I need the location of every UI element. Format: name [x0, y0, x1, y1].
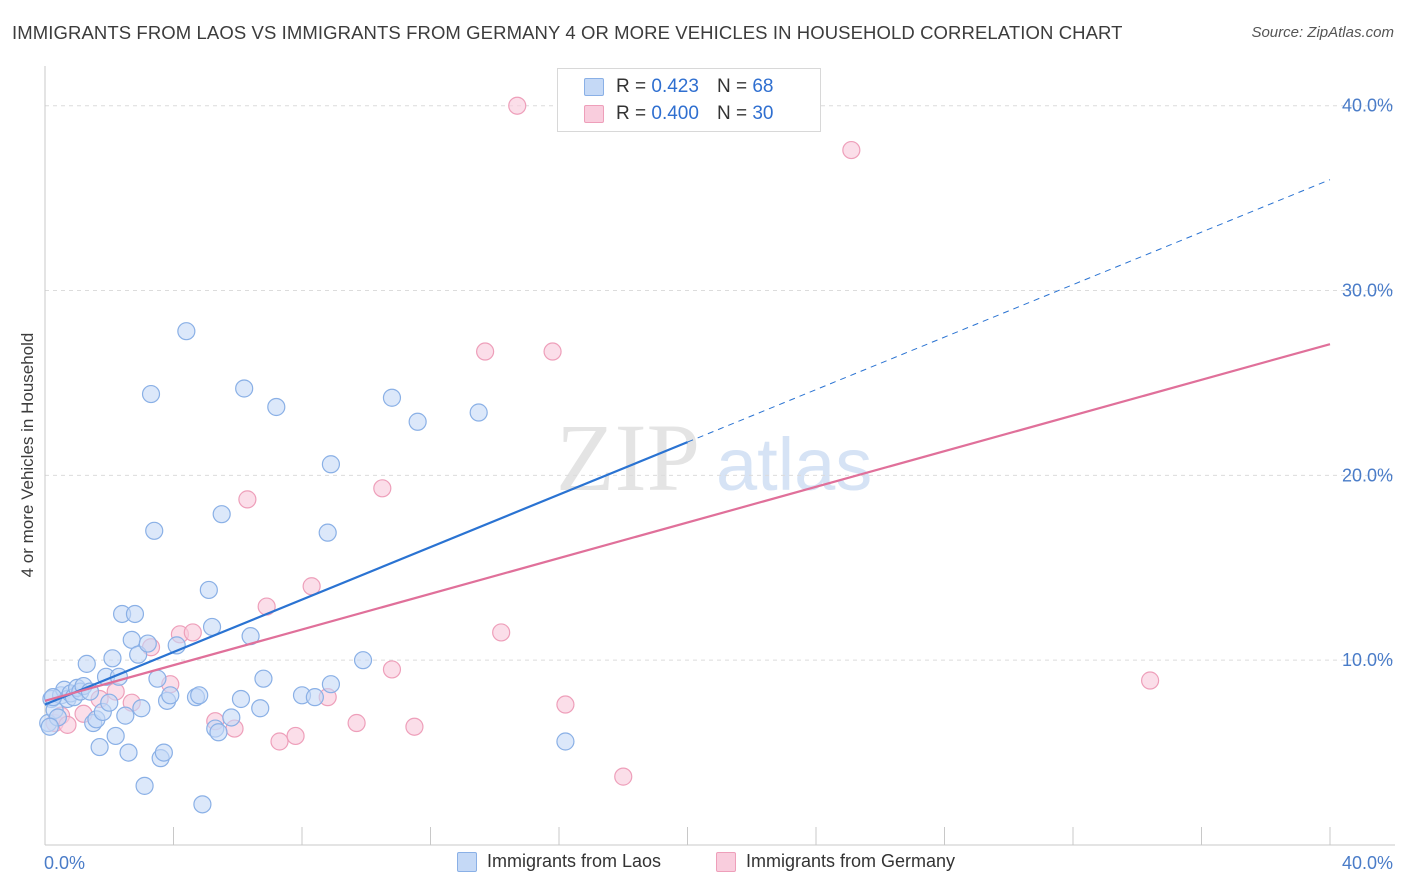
germany-r-label: R = — [616, 103, 647, 124]
laos-point — [382, 388, 402, 407]
germany-point — [405, 717, 424, 736]
series-legend: Immigrants from Laos Immigrants from Ger… — [0, 851, 1406, 877]
laos-n-value: 68 — [752, 76, 774, 97]
laos-n-label: N = — [716, 76, 748, 97]
y-tick-label-30: 30.0% — [1342, 281, 1393, 301]
x-tick-label-max: 40.0% — [1342, 853, 1393, 873]
laos-point — [254, 669, 273, 688]
germany-point — [492, 623, 511, 642]
laos-point — [148, 669, 167, 688]
laos-point — [145, 521, 164, 540]
laos-point — [469, 403, 488, 422]
laos-point — [318, 523, 337, 542]
trend-layer — [44, 179, 1331, 706]
laos-point — [90, 737, 109, 757]
laos-point — [106, 726, 125, 746]
laos-point — [305, 688, 324, 707]
laos-trend-line — [44, 441, 688, 706]
germany-point — [238, 490, 257, 509]
laos-point — [141, 384, 161, 404]
laos-point — [556, 732, 575, 751]
germany-point — [286, 726, 305, 746]
laos-point — [199, 580, 218, 600]
y-tick-label-20: 20.0% — [1342, 465, 1393, 485]
laos-point — [100, 693, 119, 712]
chart-title: IMMIGRANTS FROM LAOS VS IMMIGRANTS FROM … — [12, 22, 1123, 43]
source-label: Source: ZipAtlas.com — [1251, 24, 1394, 41]
germany-point — [183, 623, 202, 642]
stats-legend: R = 0.423 N = 68 R = 0.400 N = 30 — [557, 68, 821, 132]
laos-point — [222, 708, 241, 727]
laos-point — [321, 455, 341, 474]
laos-point — [40, 717, 59, 736]
laos-r-value: 0.423 — [651, 76, 699, 97]
germany-point — [543, 342, 562, 361]
laos-point — [132, 699, 151, 718]
laos-point — [116, 706, 135, 725]
germany-legend-swatch — [716, 851, 736, 872]
laos-trend-extension — [687, 179, 1331, 443]
germany-point — [556, 695, 575, 714]
germany-n-value: 30 — [752, 103, 774, 124]
laos-point — [408, 412, 427, 431]
y-tick-label-10: 10.0% — [1342, 650, 1393, 670]
laos-point — [125, 604, 145, 624]
laos-point — [119, 743, 138, 762]
laos-point — [212, 505, 231, 524]
laos-point — [138, 634, 157, 653]
laos-point — [321, 675, 341, 694]
laos-point — [267, 397, 286, 417]
germany-point — [1140, 671, 1160, 690]
x-tick-label-min: 0.0% — [44, 853, 85, 873]
laos-point — [77, 654, 96, 673]
laos-point — [135, 776, 154, 795]
germany-trend-line — [44, 343, 1331, 702]
germany-swatch — [584, 105, 604, 123]
y-tick-label-40: 40.0% — [1342, 96, 1393, 116]
germany-n-label: N = — [716, 103, 748, 124]
germany-point — [842, 140, 861, 160]
laos-point — [161, 686, 180, 705]
germany-point — [373, 479, 392, 498]
laos-r-label: R = — [616, 76, 647, 97]
germany-point — [270, 732, 289, 751]
laos-legend-swatch — [457, 851, 477, 872]
laos-point — [251, 699, 270, 718]
laos-legend-label: Immigrants from Laos — [487, 851, 662, 871]
laos-point — [190, 686, 209, 705]
laos-point — [209, 723, 228, 742]
germany-point — [347, 713, 366, 733]
laos-point — [353, 651, 373, 670]
laos-point — [103, 649, 122, 668]
laos-swatch — [584, 78, 604, 96]
watermark: ZIP atlas — [556, 404, 872, 511]
series-legend-germany[interactable]: Immigrants from Germany — [716, 851, 955, 872]
laos-point — [235, 379, 254, 398]
germany-point — [476, 342, 495, 361]
germany-point — [508, 96, 527, 115]
germany-point — [382, 660, 402, 679]
germany-r-value: 0.400 — [651, 103, 699, 124]
legend-row-germany: R = 0.400 N = 30 — [584, 101, 773, 127]
laos-points — [39, 322, 575, 814]
watermark-zip: ZIP — [556, 404, 700, 511]
laos-point — [231, 689, 251, 709]
laos-point — [177, 322, 196, 341]
series-legend-laos[interactable]: Immigrants from Laos — [457, 851, 661, 872]
germany-legend-label: Immigrants from Germany — [746, 851, 956, 871]
laos-point — [154, 743, 173, 762]
legend-row-laos: R = 0.423 N = 68 — [584, 74, 773, 100]
laos-point — [193, 795, 212, 814]
germany-point — [614, 767, 633, 786]
